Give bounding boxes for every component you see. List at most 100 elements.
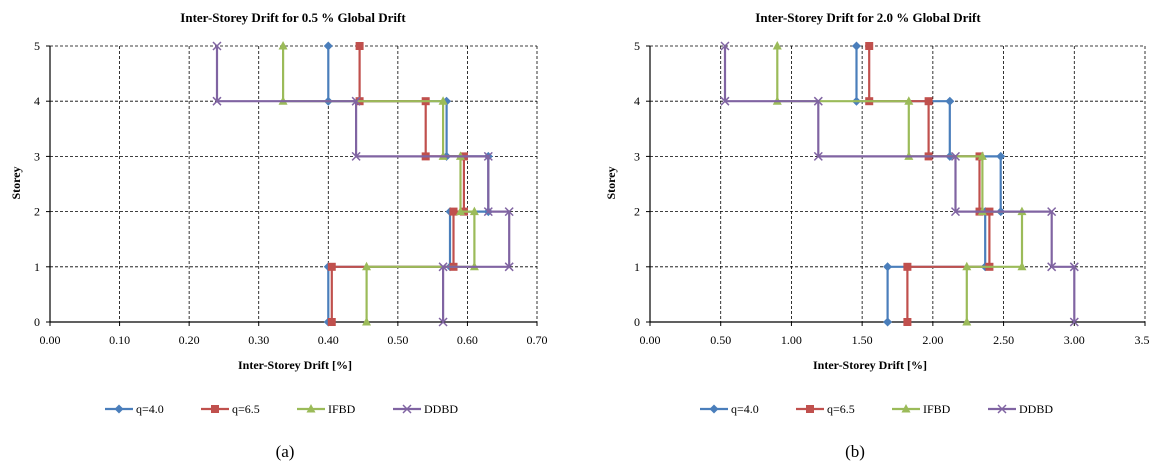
data-point-marker <box>351 96 361 106</box>
data-point-marker <box>883 317 893 327</box>
x-tick-label: 1.50 <box>852 333 873 347</box>
legend-item-q40: q=4.0 <box>105 402 164 416</box>
series <box>212 41 514 327</box>
legend-item-ifbd: IFBD <box>892 402 951 416</box>
legend-label: q=4.0 <box>136 402 164 416</box>
chart-b-svg: Inter-Storey Drift for 2.0 % Global Drif… <box>604 10 1150 461</box>
legend-label: q=6.5 <box>232 402 260 416</box>
data-point-marker <box>449 207 458 216</box>
y-axis-label: Storey <box>604 166 618 199</box>
y-tick-label: 5 <box>634 39 640 53</box>
series-ifbd <box>772 41 1027 326</box>
legend-label: IFBD <box>923 402 951 416</box>
legend-item-ifbd: IFBD <box>297 402 356 416</box>
x-tick-label: 2.50 <box>993 333 1014 347</box>
data-point-marker <box>351 151 361 161</box>
panel-caption: (b) <box>845 442 865 461</box>
data-point-marker <box>362 261 372 271</box>
data-point-marker <box>323 41 333 51</box>
data-point-marker <box>1047 262 1057 272</box>
legend: q=4.0 q=6.5 IFBD DDBD <box>700 402 1053 416</box>
data-point-marker <box>945 96 955 106</box>
x-tick-label: 0.40 <box>318 333 339 347</box>
data-point-marker <box>483 151 493 161</box>
data-point-marker <box>504 207 514 217</box>
data-point-marker <box>924 97 933 106</box>
x-tick-label: 1.00 <box>781 333 802 347</box>
data-point-marker <box>402 404 412 414</box>
data-point-marker <box>720 41 730 51</box>
data-point-marker <box>362 317 372 326</box>
y-tick-labels: 0 1 2 3 4 5 <box>634 39 640 329</box>
y-tick-label: 4 <box>34 94 40 108</box>
series-line <box>282 46 476 322</box>
data-point-marker <box>903 262 912 271</box>
data-point-marker <box>114 404 124 414</box>
x-tick-label: 0.70 <box>527 333 548 347</box>
data-point-marker <box>720 96 730 106</box>
x-tick-label: 0.50 <box>387 333 408 347</box>
y-tick-label: 2 <box>34 205 40 219</box>
data-point-marker <box>883 262 893 272</box>
data-point-marker <box>1069 262 1079 272</box>
data-point-marker <box>903 318 912 326</box>
data-point-marker <box>977 151 987 160</box>
data-point-marker <box>438 262 448 272</box>
y-tick-label: 0 <box>34 315 40 329</box>
data-point-marker <box>278 41 288 50</box>
data-point-marker <box>901 404 911 413</box>
x-tick-label: 0.60 <box>457 333 478 347</box>
x-tick-labels: 0.00 0.50 1.00 1.50 2.00 2.50 3.00 3.50 <box>640 333 1150 347</box>
y-tick-label: 0 <box>634 315 640 329</box>
chart-panel-b: Inter-Storey Drift for 2.0 % Global Drif… <box>575 0 1150 465</box>
data-point-marker <box>438 317 448 327</box>
chart-title: Inter-Storey Drift for 2.0 % Global Drif… <box>755 10 981 25</box>
x-tick-label: 3.50 <box>1135 333 1150 347</box>
x-tick-label: 0.00 <box>640 333 661 347</box>
data-point-marker <box>865 42 874 50</box>
data-point-marker <box>1069 317 1079 327</box>
series-ddbd <box>212 41 514 327</box>
data-point-marker <box>504 262 514 272</box>
data-point-marker <box>904 96 914 105</box>
series-line <box>215 46 511 322</box>
series-ddbd <box>720 41 1079 327</box>
data-point-marker <box>1017 261 1027 271</box>
x-tick-label: 0.00 <box>40 333 61 347</box>
data-point-marker <box>212 41 222 51</box>
data-point-marker <box>469 206 479 216</box>
y-tick-labels: 0 1 2 3 4 5 <box>34 39 40 329</box>
y-axis-label: Storey <box>9 166 23 199</box>
data-point-marker <box>851 41 861 51</box>
axes <box>46 45 538 326</box>
data-point-marker <box>950 207 961 217</box>
data-point-marker <box>355 42 364 50</box>
x-tick-label: 3.00 <box>1064 333 1085 347</box>
data-point-marker <box>1047 207 1057 217</box>
x-tick-label: 0.20 <box>179 333 200 347</box>
y-tick-label: 5 <box>34 39 40 53</box>
data-point-marker <box>806 405 814 413</box>
data-point-marker <box>962 317 972 326</box>
x-axis-label: Inter-Storey Drift [%] <box>813 358 927 372</box>
legend-label: DDBD <box>1019 402 1053 416</box>
x-tick-labels: 0.00 0.10 0.20 0.30 0.40 0.50 0.60 0.70 <box>40 333 548 347</box>
x-tick-label: 0.10 <box>109 333 130 347</box>
data-point-marker <box>455 206 465 216</box>
data-point-marker <box>438 96 448 105</box>
legend-label: q=4.0 <box>731 402 759 416</box>
data-point-marker <box>709 404 719 414</box>
y-tick-label: 3 <box>634 149 640 163</box>
x-axis-label: Inter-Storey Drift [%] <box>238 358 352 372</box>
series-ifbd <box>278 41 479 326</box>
data-point-marker <box>772 41 782 50</box>
series <box>720 41 1079 327</box>
data-point-marker <box>327 262 336 271</box>
legend-item-q65: q=6.5 <box>796 402 855 416</box>
legend-item-ddbd: DDBD <box>988 402 1053 416</box>
data-point-marker <box>962 261 972 271</box>
data-point-marker <box>813 151 823 161</box>
y-tick-label: 1 <box>34 260 40 274</box>
y-tick-label: 2 <box>634 205 640 219</box>
y-tick-label: 1 <box>634 260 640 274</box>
